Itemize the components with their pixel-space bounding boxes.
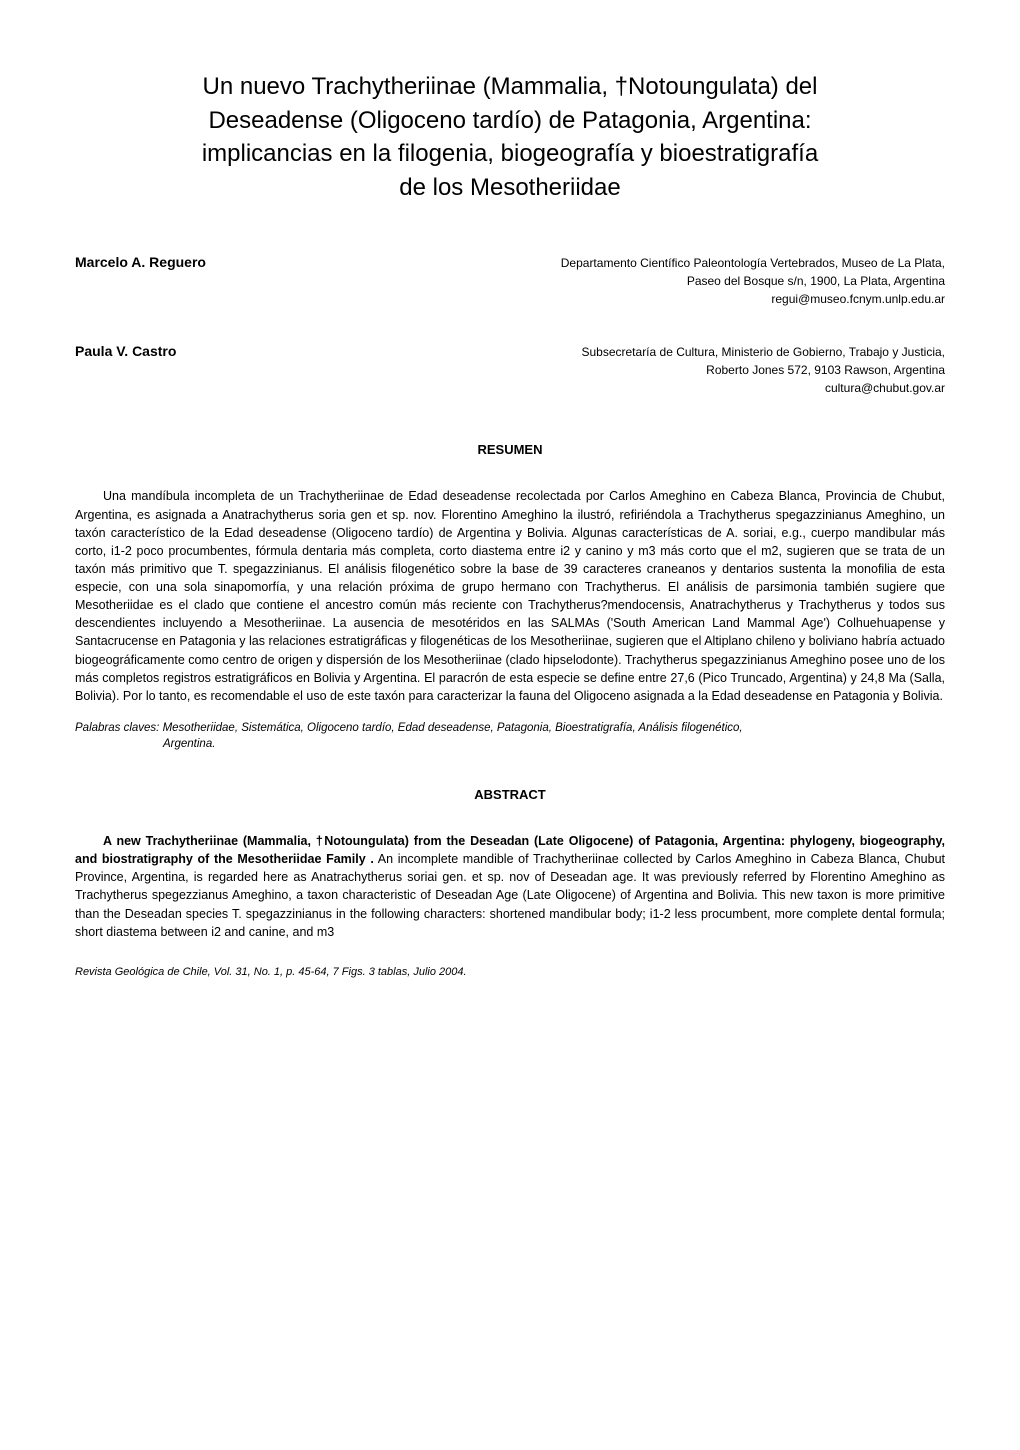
affil-line: Subsecretaría de Cultura, Ministerio de … bbox=[581, 345, 945, 359]
title-line-3: implicancias en la filogenia, biogeograf… bbox=[202, 140, 818, 167]
author-affiliation: Subsecretaría de Cultura, Ministerio de … bbox=[290, 343, 945, 397]
authors-section: Marcelo A. Reguero Departamento Científi… bbox=[75, 254, 945, 397]
footer-citation: Revista Geológica de Chile, Vol. 31, No.… bbox=[75, 966, 945, 978]
affil-line: Roberto Jones 572, 9103 Rawson, Argentin… bbox=[706, 363, 945, 377]
author-row: Marcelo A. Reguero Departamento Científi… bbox=[75, 254, 945, 308]
keywords-label: Palabras claves: bbox=[75, 722, 163, 734]
title-line-1: Un nuevo Trachytheriinae (Mammalia, †Not… bbox=[203, 73, 818, 100]
affil-line: Paseo del Bosque s/n, 1900, La Plata, Ar… bbox=[687, 274, 945, 288]
title-line-4: de los Mesotheriidae bbox=[399, 174, 620, 201]
affil-line: Departamento Científico Paleontología Ve… bbox=[561, 256, 945, 270]
abstract-body: A new Trachytheriinae (Mammalia, †Notoun… bbox=[75, 832, 945, 941]
paper-title: Un nuevo Trachytheriinae (Mammalia, †Not… bbox=[75, 70, 945, 204]
author-affiliation: Departamento Científico Paleontología Ve… bbox=[290, 254, 945, 308]
affil-email: regui@museo.fcnym.unlp.edu.ar bbox=[771, 292, 945, 306]
resumen-heading: RESUMEN bbox=[75, 442, 945, 457]
title-line-2: Deseadense (Oligoceno tardío) de Patagon… bbox=[208, 107, 811, 134]
keywords: Palabras claves: Mesotheriidae, Sistemát… bbox=[75, 720, 945, 752]
author-name: Marcelo A. Reguero bbox=[75, 254, 290, 308]
keywords-text-cont: Argentina. bbox=[75, 736, 945, 752]
resumen-body: Una mandíbula incompleta de un Trachythe… bbox=[75, 487, 945, 705]
keywords-text: Mesotheriidae, Sistemática, Oligoceno ta… bbox=[163, 722, 743, 734]
author-name: Paula V. Castro bbox=[75, 343, 290, 397]
abstract-heading: ABSTRACT bbox=[75, 787, 945, 802]
affil-email: cultura@chubut.gov.ar bbox=[825, 381, 945, 395]
author-row: Paula V. Castro Subsecretaría de Cultura… bbox=[75, 343, 945, 397]
